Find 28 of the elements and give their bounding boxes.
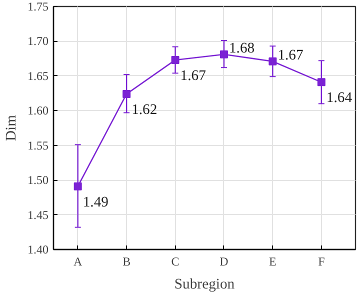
data-label: 1.68 xyxy=(228,40,255,56)
x-tick-label: B xyxy=(122,254,131,268)
y-tick-label: 1.75 xyxy=(28,0,48,14)
x-tick-label: D xyxy=(220,254,229,268)
data-label: 1.62 xyxy=(132,102,158,118)
point xyxy=(74,182,82,190)
y-tick-label: 1.50 xyxy=(28,173,48,188)
data-label: 1.49 xyxy=(82,194,109,210)
point xyxy=(268,57,277,66)
x-tick-label: E xyxy=(269,254,276,268)
data-label: 1.67 xyxy=(180,68,206,84)
y-tick-label: 1.55 xyxy=(28,138,48,152)
x-axis-title: Subregion xyxy=(174,276,236,292)
point xyxy=(171,56,180,64)
point xyxy=(317,78,326,86)
x-tick-label: C xyxy=(171,254,180,268)
data-label: 1.64 xyxy=(326,90,353,106)
y-tick-label: 1.45 xyxy=(28,208,48,222)
x-tick-label: A xyxy=(74,254,83,268)
y-tick-label: 1.70 xyxy=(28,34,48,48)
y-tick-label: 1.60 xyxy=(28,104,48,118)
y-axis-title: Dim xyxy=(4,114,20,142)
x-tick-label: F xyxy=(318,254,326,268)
point xyxy=(220,50,228,58)
y-tick-label: 1.40 xyxy=(28,242,48,256)
point xyxy=(122,90,131,98)
data-label: 1.67 xyxy=(278,47,304,64)
y-tick-label: 1.65 xyxy=(28,68,48,83)
